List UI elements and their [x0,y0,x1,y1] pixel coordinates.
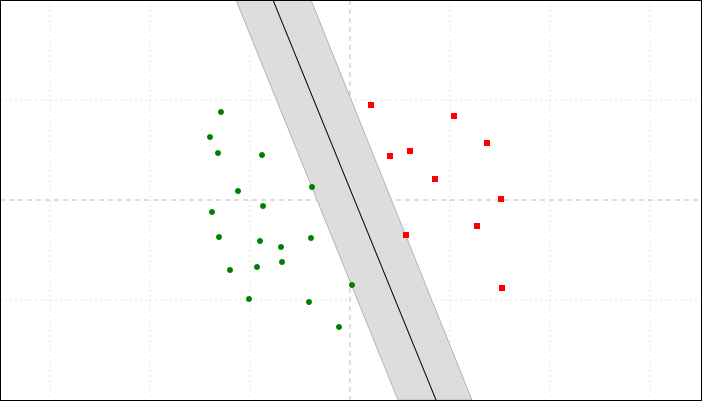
point [260,203,266,209]
point [484,140,490,146]
point [207,134,213,140]
point [227,267,233,273]
point [215,150,221,156]
point [309,184,315,190]
point [306,299,312,305]
point [308,235,314,241]
point [278,244,284,250]
point [254,264,260,270]
point [216,234,222,240]
point [451,113,457,119]
point [474,223,480,229]
point [246,296,252,302]
point [235,188,241,194]
point [387,153,393,159]
point [218,109,224,115]
point [257,238,263,244]
point [209,209,215,215]
point [259,152,265,158]
decision-boundary [272,1,437,400]
point [349,282,355,288]
point [407,148,413,154]
point [499,285,505,291]
point [279,259,285,265]
point [336,324,342,330]
point [368,102,374,108]
point [498,196,504,202]
point [432,176,438,182]
point [403,232,409,238]
